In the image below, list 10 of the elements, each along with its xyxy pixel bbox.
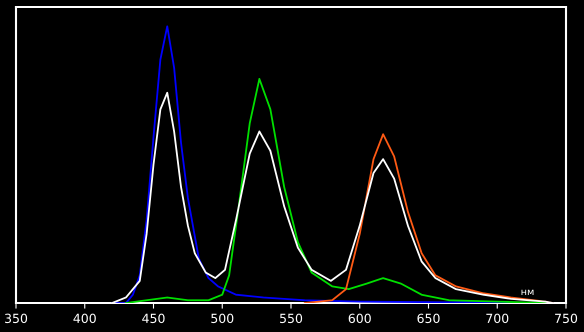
x-axis-title: нм bbox=[522, 290, 534, 296]
x-tick-label: 750 bbox=[555, 314, 578, 324]
x-tick-label: 700 bbox=[486, 314, 508, 324]
x-tick-label: 650 bbox=[417, 314, 440, 324]
x-tick-label: 450 bbox=[142, 314, 165, 324]
x-tick-label: 400 bbox=[73, 314, 96, 324]
x-tick-label: 600 bbox=[348, 314, 371, 324]
x-tick-label: 500 bbox=[211, 314, 234, 324]
x-tick-label: 550 bbox=[280, 314, 302, 324]
x-tick-label: 350 bbox=[5, 314, 28, 324]
